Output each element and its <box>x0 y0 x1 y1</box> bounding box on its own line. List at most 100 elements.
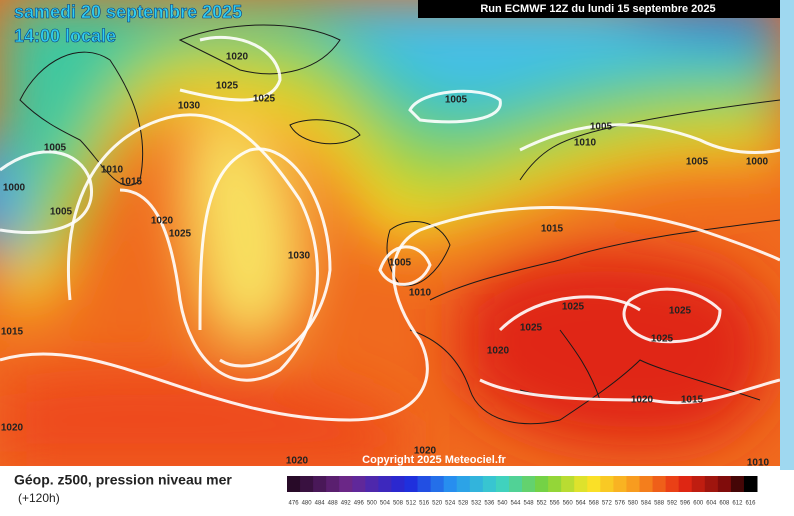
color-label: 504 <box>380 501 391 507</box>
color-swatch <box>313 476 327 492</box>
color-swatch <box>352 476 366 492</box>
isobar-label: 1005 <box>686 157 709 168</box>
color-swatch <box>508 476 523 492</box>
color-label: 576 <box>615 501 626 507</box>
run-info: Run ECMWF 12Z du lundi 15 septembre 2025 <box>480 3 715 15</box>
color-swatch <box>430 476 445 492</box>
color-label: 492 <box>341 501 352 507</box>
isobar-label: 1000 <box>746 157 769 168</box>
color-swatch <box>443 476 458 492</box>
map-date: samedi 20 septembre 2025 <box>14 2 242 22</box>
isobar-label: 1005 <box>50 207 73 218</box>
isobar-label: 1010 <box>574 138 597 149</box>
color-swatch <box>587 476 601 492</box>
color-label: 476 <box>289 501 300 507</box>
color-swatch <box>548 476 562 492</box>
color-swatch <box>574 476 588 492</box>
isobar-label: 1010 <box>101 165 124 176</box>
coastlines <box>19 24 780 425</box>
color-swatch <box>456 476 471 492</box>
color-label: 596 <box>680 501 691 507</box>
color-swatch <box>678 476 693 492</box>
color-label: 540 <box>497 501 508 507</box>
isobar-label: 1000 <box>3 183 26 194</box>
legend-subtitle: (+120h) <box>18 491 60 505</box>
isobar-label: 1025 <box>253 94 276 105</box>
isobar-label: 1010 <box>747 458 770 469</box>
color-label: 552 <box>537 501 548 507</box>
color-swatch <box>717 476 732 492</box>
color-swatch <box>626 476 640 492</box>
color-swatch <box>704 476 719 492</box>
color-label: 548 <box>524 501 535 507</box>
isobar-label: 1025 <box>669 306 692 317</box>
isobar-label: 1015 <box>541 224 564 235</box>
color-label: 480 <box>302 501 313 507</box>
isobar-label: 1020 <box>631 395 654 406</box>
run-box <box>418 0 780 18</box>
isobar-label: 1025 <box>520 323 543 334</box>
legend-title: Géop. z500, pression niveau mer <box>14 472 232 488</box>
color-swatch <box>665 476 680 492</box>
isobar-label: 1015 <box>120 177 143 188</box>
isobar-label: 1025 <box>216 81 239 92</box>
isobar-label: 1005 <box>389 258 412 269</box>
map-time: 14:00 locale <box>14 26 116 46</box>
color-label: 512 <box>406 501 417 507</box>
color-swatch <box>287 476 301 492</box>
color-label: 500 <box>367 501 378 507</box>
isobar-label: 1030 <box>178 101 201 112</box>
color-label: 544 <box>510 501 521 507</box>
isobar-label: 1005 <box>44 143 67 154</box>
color-swatch <box>691 476 706 492</box>
color-swatch <box>743 476 758 492</box>
color-swatch <box>417 476 432 492</box>
color-swatch <box>600 476 614 492</box>
color-swatch <box>404 476 419 492</box>
color-label: 496 <box>354 501 365 507</box>
isobar-label: 1005 <box>590 122 613 133</box>
color-swatch <box>482 476 497 492</box>
color-label: 584 <box>641 501 652 507</box>
copyright: Copyright 2025 Meteociel.fr <box>362 454 506 466</box>
color-label: 532 <box>471 501 482 507</box>
color-label: 612 <box>732 501 743 507</box>
color-swatch <box>339 476 353 492</box>
color-swatch <box>522 476 536 492</box>
color-label: 488 <box>328 501 339 507</box>
color-swatch <box>391 476 405 492</box>
isobar-label: 1020 <box>414 446 437 457</box>
color-label: 600 <box>693 501 704 507</box>
isobar-label: 1025 <box>562 302 585 313</box>
color-swatch <box>561 476 575 492</box>
isobar-label: 1020 <box>226 52 249 63</box>
frame <box>780 0 794 470</box>
color-swatch <box>300 476 314 492</box>
color-label: 508 <box>393 501 404 507</box>
isobar-label: 1015 <box>681 395 704 406</box>
color-label: 588 <box>654 501 665 507</box>
color-label: 484 <box>315 501 326 507</box>
color-label: 592 <box>667 501 678 507</box>
color-label: 564 <box>576 501 587 507</box>
isobar-label: 1020 <box>151 216 174 227</box>
color-swatch <box>365 476 379 492</box>
isobar-label: 1020 <box>487 346 510 357</box>
color-swatch <box>378 476 392 492</box>
isobars <box>0 35 780 422</box>
isobar-label: 1025 <box>169 229 192 240</box>
color-swatch <box>469 476 484 492</box>
color-label: 580 <box>628 501 639 507</box>
color-swatch <box>613 476 627 492</box>
color-swatch <box>535 476 549 492</box>
color-swatch <box>495 476 510 492</box>
color-label: 572 <box>602 501 613 507</box>
color-swatch <box>639 476 654 492</box>
isobar-label: 1010 <box>409 288 432 299</box>
color-swatch <box>326 476 340 492</box>
color-label: 604 <box>706 501 717 507</box>
map-field <box>0 0 780 466</box>
color-label: 528 <box>458 501 469 507</box>
isobar-label: 1030 <box>288 251 311 262</box>
